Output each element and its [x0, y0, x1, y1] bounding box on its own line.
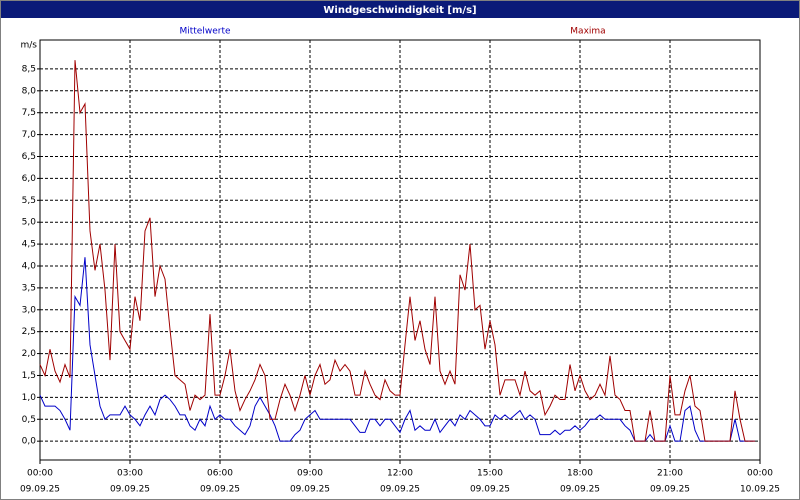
chart-title: Windgeschwindigkeit [m/s] [323, 5, 476, 16]
x-tick-label: 15:00 [477, 469, 503, 479]
y-tick-label: 1,0 [22, 393, 37, 403]
x-tick-label: 09:00 [297, 469, 323, 479]
x-tick-label: 00:00 [27, 469, 53, 479]
y-tick-label: 8,0 [22, 86, 37, 96]
legend-entry: Mittelwerte [179, 27, 230, 37]
y-tick-label: 4,0 [22, 261, 37, 271]
y-tick-label: 8,5 [22, 64, 36, 74]
x-tick-date: 09.09.25 [110, 485, 150, 495]
y-tick-label: 5,0 [22, 218, 37, 228]
x-tick-label: 21:00 [657, 469, 683, 479]
y-tick-label: 0,0 [22, 437, 37, 447]
x-tick-label: 03:00 [117, 469, 143, 479]
y-tick-label: 0,5 [22, 415, 36, 425]
y-axis-unit: m/s [21, 41, 38, 51]
x-tick-label: 06:00 [207, 469, 233, 479]
x-tick-date: 09.09.25 [560, 485, 600, 495]
x-tick-date: 09.09.25 [470, 485, 510, 495]
y-tick-label: 4,5 [22, 240, 36, 250]
y-tick-label: 7,0 [22, 130, 37, 140]
title-bar [1, 1, 799, 18]
x-tick-date: 09.09.25 [650, 485, 690, 495]
y-tick-label: 1,5 [22, 371, 36, 381]
x-tick-date: 09.09.25 [380, 485, 420, 495]
x-tick-date: 10.09.25 [740, 485, 780, 495]
x-tick-label: 12:00 [387, 469, 413, 479]
legend-entry: Maxima [570, 27, 605, 37]
x-tick-date: 09.09.25 [290, 485, 330, 495]
x-tick-date: 09.09.25 [200, 485, 240, 495]
x-tick-label: 18:00 [567, 469, 593, 479]
y-tick-label: 2,5 [22, 327, 36, 337]
data-line [39, 60, 755, 442]
y-tick-label: 7,5 [22, 108, 36, 118]
y-tick-label: 3,0 [22, 305, 37, 315]
y-tick-label: 6,0 [22, 174, 37, 184]
y-tick-label: 2,0 [22, 349, 37, 359]
y-tick-label: 3,5 [22, 283, 36, 293]
x-tick-date: 09.09.25 [20, 485, 60, 495]
x-tick-label: 00:00 [747, 469, 773, 479]
y-tick-label: 6,5 [22, 152, 36, 162]
y-tick-label: 5,5 [22, 196, 36, 206]
